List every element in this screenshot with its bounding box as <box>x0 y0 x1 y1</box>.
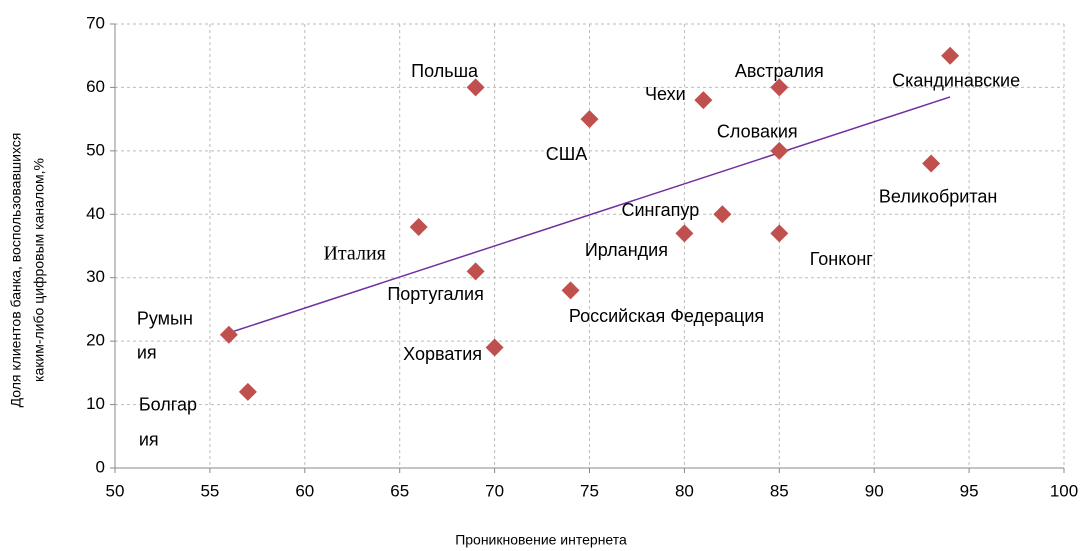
point-label: Австралия <box>735 61 824 81</box>
x-tick-label: 60 <box>295 481 314 500</box>
x-tick-label: 85 <box>770 481 789 500</box>
point <box>238 382 257 401</box>
point <box>466 78 485 97</box>
point-label: Румын <box>137 309 193 329</box>
point-label: Российская Федерация <box>569 306 764 326</box>
point <box>409 217 428 236</box>
point-label: Болгар <box>139 395 197 415</box>
point <box>770 224 789 243</box>
point <box>485 338 504 357</box>
y-tick-label: 0 <box>96 457 105 476</box>
point <box>694 91 713 110</box>
trendline <box>228 96 951 334</box>
point <box>941 46 960 65</box>
x-tick-label: 70 <box>485 481 504 500</box>
y-tick-label: 70 <box>86 13 105 32</box>
point-label: Польша <box>411 61 479 81</box>
x-tick-label: 75 <box>580 481 599 500</box>
point-label: Великобритан <box>879 186 997 206</box>
point <box>219 325 238 344</box>
point-label: Ирландия <box>585 240 668 260</box>
point-label: Скандинавские <box>892 70 1020 90</box>
point-label: Чехи <box>645 84 686 104</box>
point-label: Словакия <box>717 122 798 142</box>
x-tick-label: 95 <box>960 481 979 500</box>
point <box>580 110 599 129</box>
point <box>713 205 732 224</box>
y-axis-title: каким-либо цифровым каналом,% <box>31 158 47 382</box>
point <box>561 281 580 300</box>
point <box>770 141 789 160</box>
y-tick-label: 50 <box>86 140 105 159</box>
x-tick-label: 90 <box>865 481 884 500</box>
x-tick-label: 65 <box>390 481 409 500</box>
point-label: ия <box>139 430 159 450</box>
point <box>922 154 941 173</box>
y-tick-label: 10 <box>86 394 105 413</box>
x-tick-label: 80 <box>675 481 694 500</box>
point-label: ия <box>137 343 157 363</box>
point-label: Гонконг <box>810 249 874 269</box>
y-tick-label: 60 <box>86 77 105 96</box>
y-tick-label: 40 <box>86 204 105 223</box>
point-label: Португалия <box>387 284 484 304</box>
y-tick-label: 20 <box>86 331 105 350</box>
point-label: Хорватия <box>403 344 482 364</box>
x-tick-label: 55 <box>200 481 219 500</box>
point-label: Италия <box>323 243 385 265</box>
point <box>466 262 485 281</box>
y-axis-title: Доля клиентов банка, воспользовавшихся <box>8 133 24 408</box>
x-tick-label: 50 <box>106 481 125 500</box>
x-axis-title: Проникновение интернета <box>455 532 627 548</box>
point <box>770 78 789 97</box>
point <box>675 224 694 243</box>
y-tick-label: 30 <box>86 267 105 286</box>
point-label: США <box>546 144 588 164</box>
x-tick-label: 100 <box>1050 481 1078 500</box>
point-label: Сингапур <box>621 200 699 220</box>
